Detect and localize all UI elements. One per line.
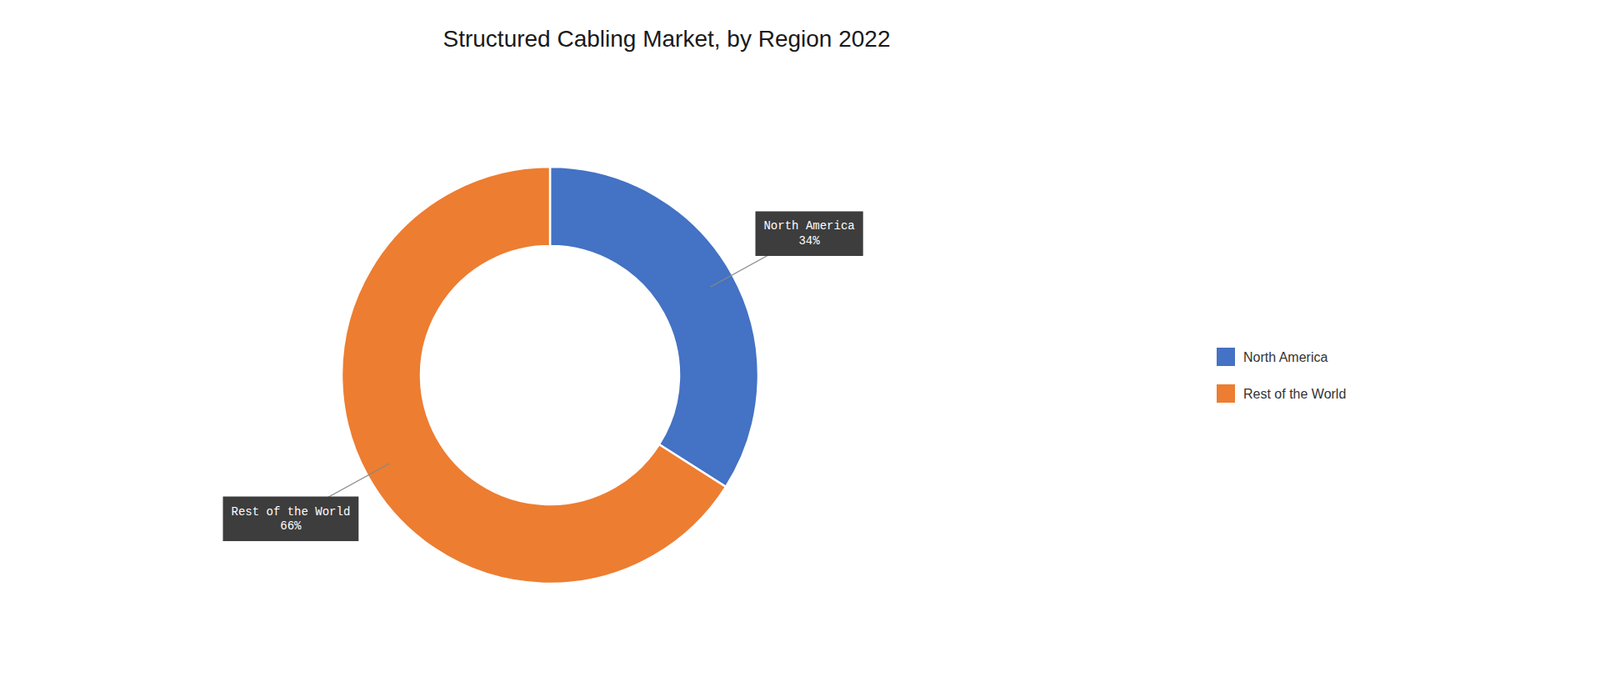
annotation: Rest of the World66% xyxy=(222,496,359,542)
slice xyxy=(341,166,726,584)
legend-label: Rest of the World xyxy=(1243,386,1346,401)
data-label-value: 66% xyxy=(280,519,302,533)
slice xyxy=(550,166,759,487)
annotation-box xyxy=(222,496,359,542)
legend-label: North America xyxy=(1243,350,1328,365)
data-label-category: Rest of the World xyxy=(230,505,350,519)
pie xyxy=(341,166,759,584)
legend-swatch xyxy=(1216,347,1235,366)
chart: Structured Cabling Market, by Region 202… xyxy=(0,0,1600,682)
annotation: North America34% xyxy=(755,210,863,256)
annotations: North America34% Rest of the World66% xyxy=(222,210,863,541)
title: Structured Cabling Market, by Region 202… xyxy=(443,25,891,52)
data-label-value: 34% xyxy=(798,234,820,248)
annotation-box xyxy=(755,210,863,256)
legend-item: North America xyxy=(1216,347,1328,366)
data-label: Rest of the World66% xyxy=(230,505,350,534)
legend-swatch xyxy=(1216,384,1235,403)
data-label-category: North America xyxy=(763,219,855,233)
legend-item: Rest of the World xyxy=(1216,384,1346,403)
legend: North America Rest of the World xyxy=(1216,347,1346,403)
data-label: North America34% xyxy=(763,219,855,248)
